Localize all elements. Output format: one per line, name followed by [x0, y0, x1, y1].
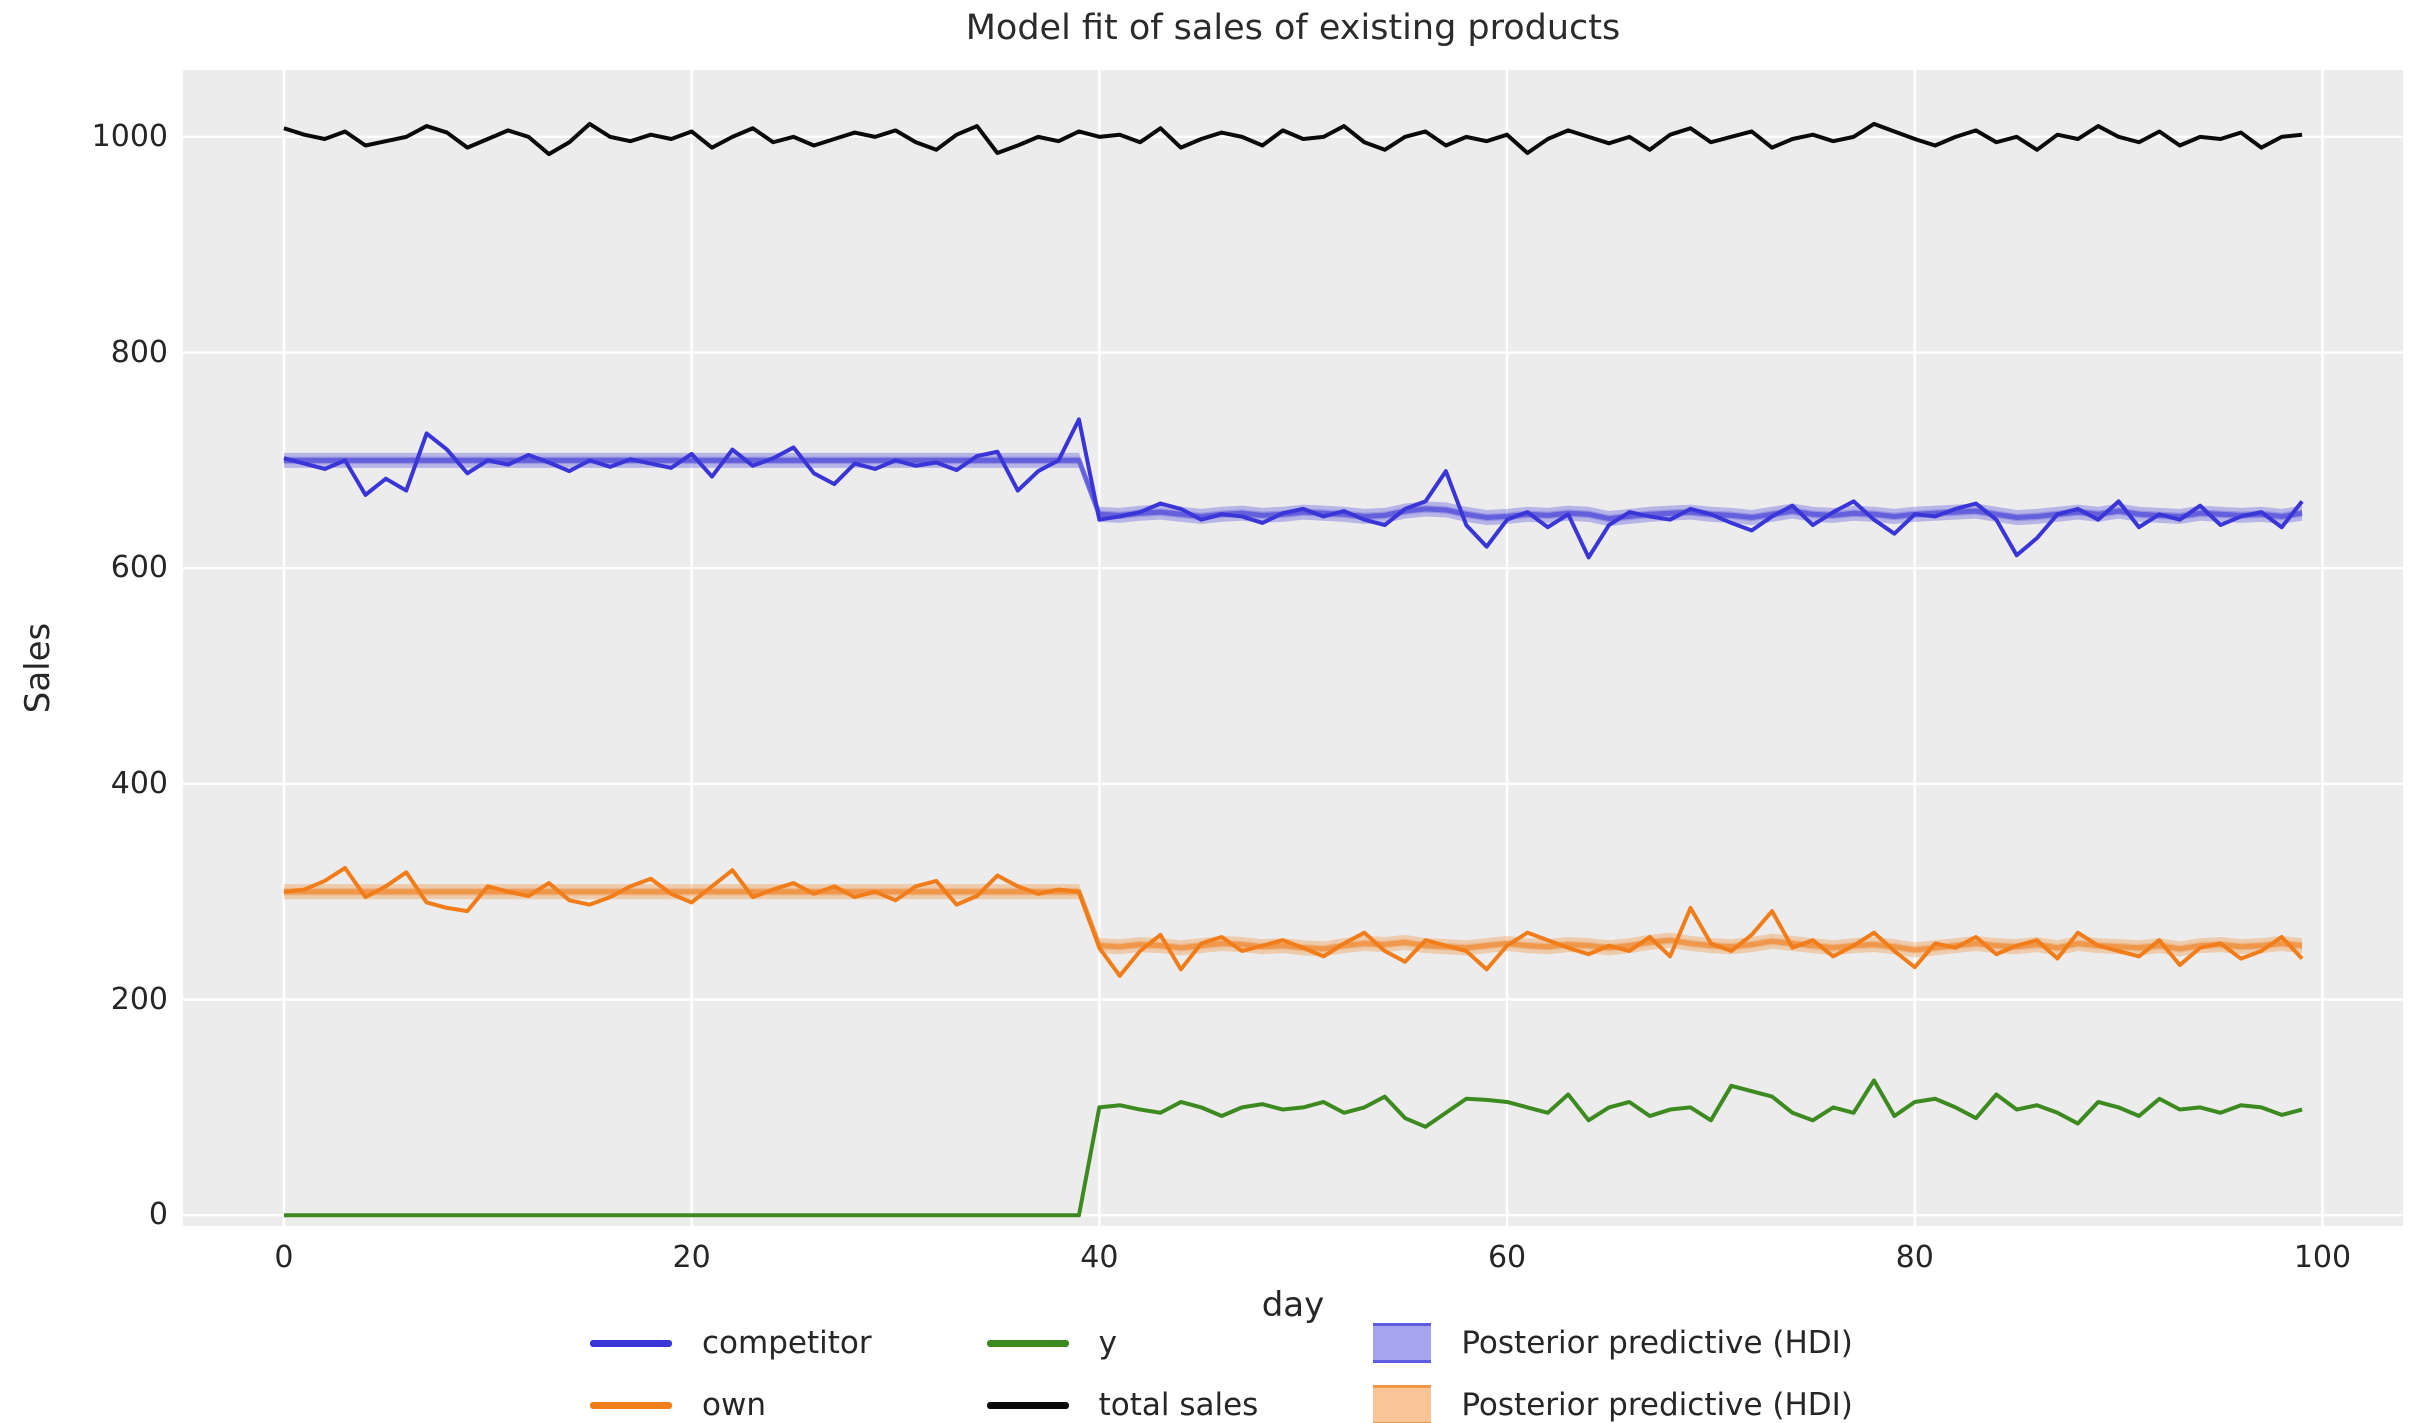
x-tick-label: 60 — [1487, 1240, 1527, 1275]
x-tick-label: 40 — [1080, 1240, 1119, 1275]
plot-area — [183, 70, 2403, 1226]
legend-label: y — [1098, 1325, 1117, 1361]
hdi-band — [283, 884, 2303, 958]
y-tick-label: 800 — [110, 334, 168, 370]
series-line-own — [283, 865, 2304, 978]
y-tick-label: 600 — [110, 550, 168, 586]
legend-item-total-sales: total sales — [986, 1374, 1259, 1423]
series-line-competitor — [283, 417, 2304, 560]
x-tick-label: 80 — [1895, 1240, 1934, 1275]
legend-line-swatch — [986, 1339, 1069, 1347]
legend-patch-swatch — [1373, 1385, 1432, 1423]
plot-canvas — [183, 70, 2403, 1226]
y-axis-label: Sales — [18, 622, 58, 714]
chart-title: Model fit of sales of existing products — [965, 8, 1621, 48]
legend-label: Posterior predictive (HDI) — [1461, 1325, 1853, 1361]
legend-line-swatch — [590, 1339, 672, 1347]
legend-item-y: y — [986, 1312, 1259, 1374]
legend: competitor own y total sales Posterior predi… — [590, 1312, 1853, 1423]
legend-item-posterior-predictive-hdi-: Posterior predictive (HDI) — [1373, 1374, 1853, 1423]
series-line-y — [283, 1078, 2303, 1218]
y-tick-label: 1000 — [91, 118, 168, 154]
legend-label: own — [702, 1387, 766, 1423]
legend-label: competitor — [702, 1325, 872, 1361]
x-tick-label: 20 — [672, 1240, 711, 1275]
posterior-mean-line — [283, 457, 2303, 522]
legend-patch-swatch — [1373, 1323, 1432, 1363]
legend-label: total sales — [1098, 1387, 1259, 1423]
series-line-total-sales — [283, 121, 2303, 157]
legend-label: Posterior predictive (HDI) — [1461, 1387, 1853, 1423]
legend-item-own: own — [590, 1374, 872, 1423]
legend-item-posterior-predictive-hdi-: Posterior predictive (HDI) — [1373, 1312, 1853, 1374]
legend-item-competitor: competitor — [590, 1312, 872, 1374]
y-tick-label: 400 — [110, 765, 168, 801]
y-tick-label: 200 — [110, 981, 168, 1017]
x-tick-label: 100 — [2293, 1240, 2352, 1275]
legend-line-swatch — [590, 1401, 672, 1409]
x-axis-label: day — [1261, 1285, 1325, 1325]
y-tick-label: 0 — [148, 1197, 168, 1233]
x-tick-label: 0 — [274, 1240, 294, 1275]
legend-line-swatch — [986, 1401, 1069, 1409]
